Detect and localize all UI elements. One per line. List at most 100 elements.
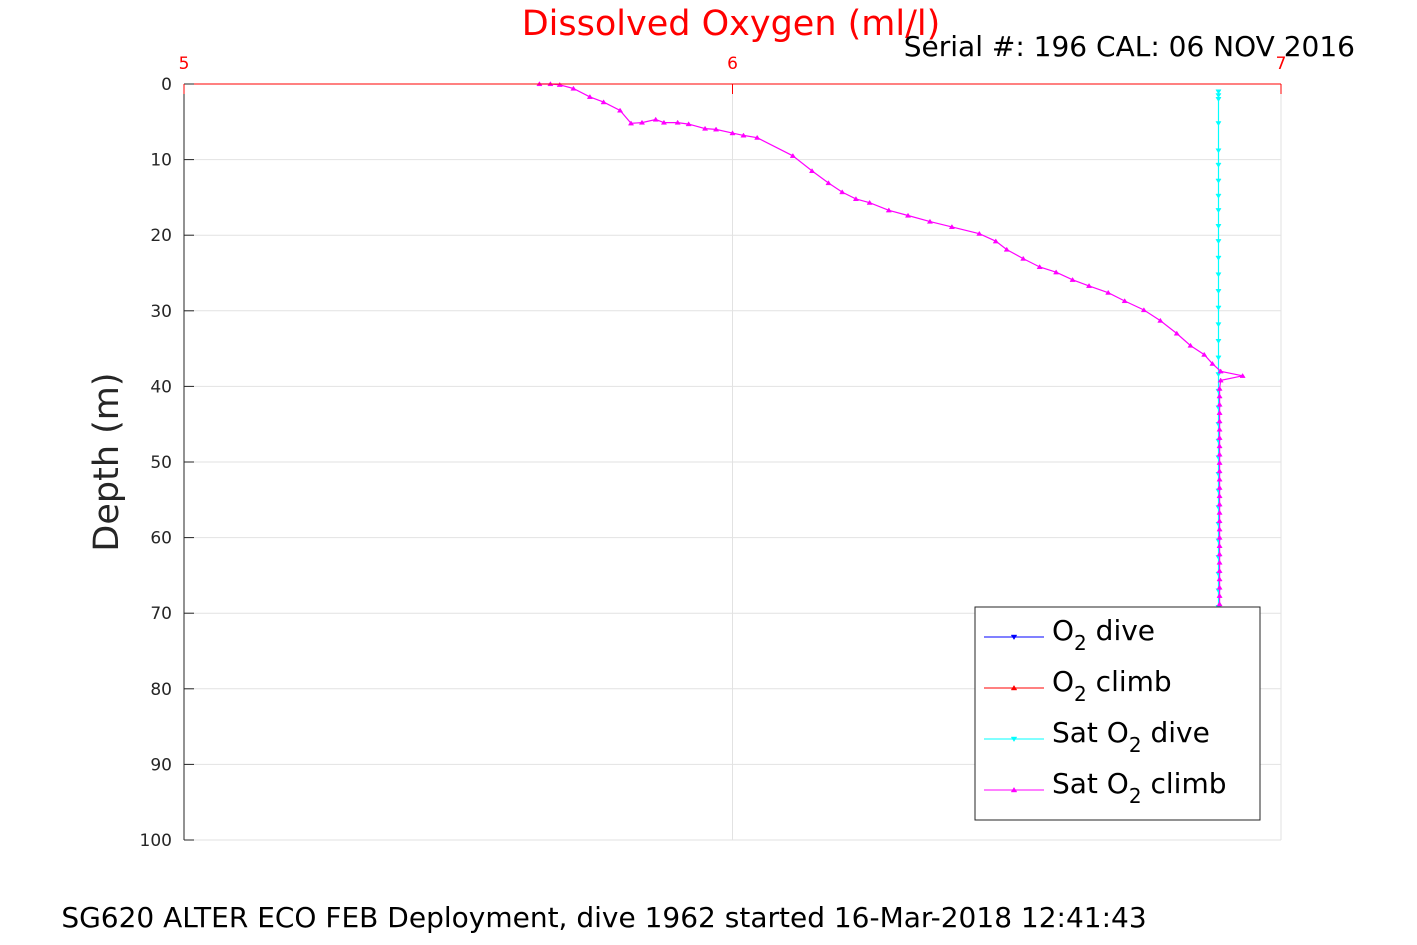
data-point xyxy=(1216,584,1223,590)
legend-entry: O2 dive xyxy=(984,614,1155,655)
data-point xyxy=(1187,342,1194,348)
legend-label: Sat O2 dive xyxy=(1052,716,1210,757)
data-point xyxy=(1003,246,1010,252)
data-point xyxy=(1157,317,1164,323)
data-point xyxy=(992,238,999,244)
data-point xyxy=(1216,401,1223,407)
y-tick-label: 70 xyxy=(150,604,172,624)
data-point xyxy=(1140,307,1147,313)
data-point xyxy=(1215,338,1222,344)
data-point xyxy=(948,224,955,229)
data-point xyxy=(1215,97,1222,102)
data-point xyxy=(926,218,934,224)
legend-entry: Sat O2 climb xyxy=(984,767,1227,808)
data-point xyxy=(1216,518,1223,524)
data-point xyxy=(674,119,681,125)
series-group xyxy=(536,81,1246,610)
data-point xyxy=(1216,493,1223,499)
data-point xyxy=(1216,501,1223,507)
data-point xyxy=(702,125,709,131)
data-point xyxy=(1217,377,1224,383)
data-point xyxy=(754,134,761,140)
data-point xyxy=(1216,559,1223,565)
data-point xyxy=(712,126,720,132)
data-point xyxy=(638,119,646,125)
series-sat-o2-climb xyxy=(536,81,1246,607)
legend-entry: O2 climb xyxy=(984,665,1172,706)
data-point xyxy=(600,99,607,105)
data-point xyxy=(1216,426,1223,432)
y-tick-label: 10 xyxy=(150,151,172,171)
data-point xyxy=(1216,593,1223,598)
data-point xyxy=(627,120,635,126)
data-point xyxy=(1216,385,1223,391)
data-point xyxy=(839,189,846,195)
data-point xyxy=(904,212,912,218)
legend-marker xyxy=(1010,685,1018,691)
legend-marker xyxy=(1010,736,1018,742)
data-point xyxy=(660,119,667,125)
data-point xyxy=(1216,576,1223,582)
data-point xyxy=(1201,351,1208,357)
data-point xyxy=(1215,255,1222,261)
legend-marker xyxy=(1010,634,1018,640)
data-point xyxy=(1215,193,1222,199)
data-point xyxy=(1020,255,1027,261)
data-point xyxy=(1215,178,1222,184)
legend-entry: Sat O2 dive xyxy=(984,716,1210,757)
data-point xyxy=(885,207,892,213)
data-point xyxy=(586,94,593,99)
data-point xyxy=(1239,373,1246,378)
data-point xyxy=(1216,601,1223,607)
data-point xyxy=(1105,289,1112,295)
data-point xyxy=(1173,330,1180,336)
data-point xyxy=(1217,368,1224,374)
data-point xyxy=(1036,264,1043,270)
x-tick-label: 5 xyxy=(179,54,190,74)
x-tick-label: 6 xyxy=(727,54,738,74)
y-tick-label: 90 xyxy=(150,755,172,775)
data-point xyxy=(1216,410,1223,415)
data-point xyxy=(1053,269,1060,275)
data-point xyxy=(1216,509,1223,515)
data-point xyxy=(1216,568,1223,573)
data-point xyxy=(1121,298,1128,304)
data-point xyxy=(976,230,983,236)
data-point xyxy=(1215,224,1222,229)
data-point xyxy=(1215,239,1222,245)
data-point xyxy=(1216,459,1223,465)
data-point xyxy=(789,153,796,158)
data-point xyxy=(1216,451,1223,457)
data-point xyxy=(617,107,624,113)
data-point xyxy=(852,196,859,201)
data-point xyxy=(1215,322,1222,328)
axes: 0 10 20 30 40 50 60 70 80 90 100 5 6 7 xyxy=(140,54,1287,851)
y-tick-label: 40 xyxy=(150,377,172,397)
data-point xyxy=(740,132,747,138)
y-tick-label: 60 xyxy=(150,529,172,549)
data-point xyxy=(1216,476,1223,482)
data-point xyxy=(1215,355,1222,361)
data-point xyxy=(1216,534,1223,540)
legend-label: O2 climb xyxy=(1052,665,1172,706)
data-point xyxy=(729,130,736,136)
legend-marker xyxy=(1010,787,1018,793)
data-point xyxy=(1215,89,1222,95)
data-point xyxy=(866,199,873,205)
data-point xyxy=(1215,121,1222,127)
x-tick-label: 7 xyxy=(1276,54,1287,74)
chart-subtitle: Serial #: 196 CAL: 06 NOV 2016 xyxy=(904,30,1355,63)
legend-label: O2 dive xyxy=(1052,614,1155,655)
data-point xyxy=(1215,93,1222,99)
data-point xyxy=(1215,162,1222,168)
data-point xyxy=(1216,484,1223,490)
data-point xyxy=(1215,289,1222,294)
legend-label: Sat O2 climb xyxy=(1052,767,1227,808)
data-point xyxy=(1085,283,1093,288)
data-point xyxy=(1216,543,1223,548)
data-point xyxy=(1216,526,1223,532)
y-tick-label: 50 xyxy=(150,453,172,473)
data-point xyxy=(1069,276,1076,282)
y-tick-label: 0 xyxy=(161,75,172,95)
